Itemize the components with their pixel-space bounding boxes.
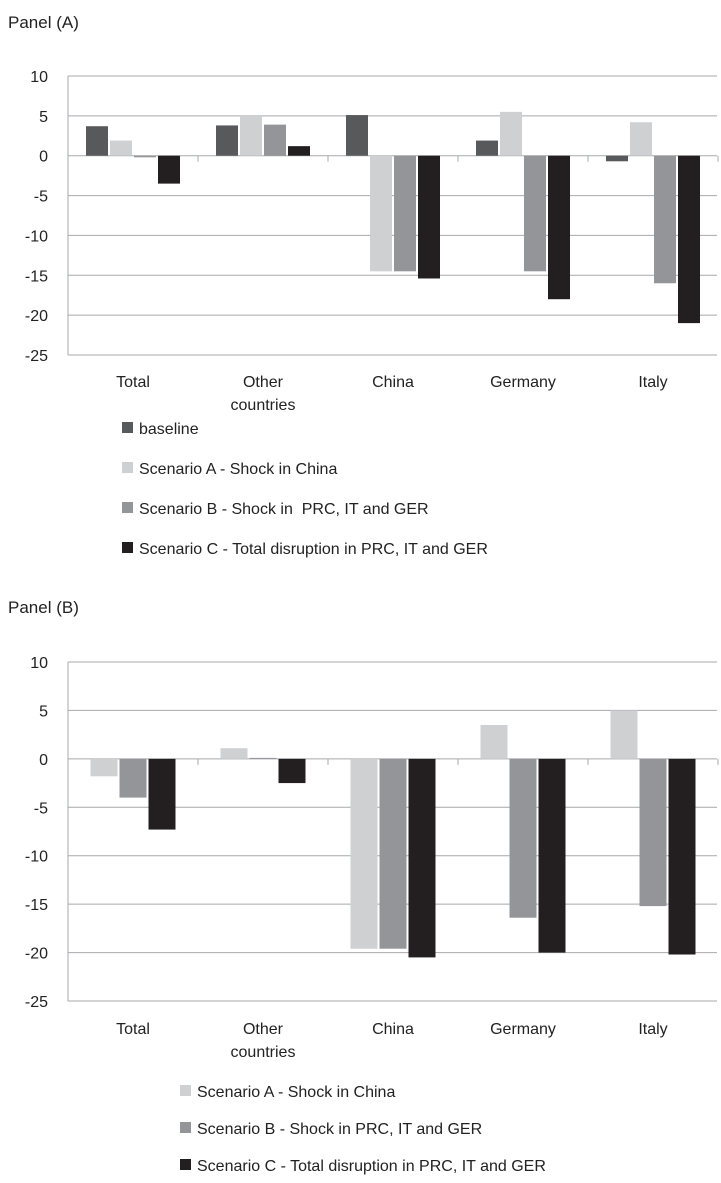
bar-3-3 — [394, 155, 416, 272]
x-category-label: Other countries — [231, 374, 296, 414]
bar-1-4 — [476, 140, 498, 156]
legend-swatch — [122, 542, 133, 553]
bar-3-2 — [264, 124, 286, 156]
chart-panel-b: Panel (B) 10 5 0 -5 -10 -15 -20 -25 Total Other cou… — [8, 598, 719, 1175]
chart-title: Panel (A) — [8, 13, 79, 32]
bar-1-4 — [480, 724, 508, 759]
x-category-label: Italy — [638, 374, 667, 391]
bar-4-3 — [418, 155, 440, 279]
x-category-label: Germany — [490, 374, 556, 391]
y-tick-label: -5 — [34, 189, 48, 206]
bar-1-3 — [346, 115, 368, 156]
bar-3-3 — [408, 758, 436, 958]
legend-swatch — [122, 422, 133, 433]
legend-label: Scenario B - Shock in PRC, IT and GER — [139, 501, 429, 518]
bar-1-3 — [350, 758, 378, 949]
y-tick-label: -25 — [25, 348, 48, 365]
bar-1-2 — [220, 748, 248, 759]
chart-panel-a: Panel (A) 10 5 0 -5 -10 -15 -20 -25 Total Other cou… — [8, 13, 719, 558]
legend-swatch — [180, 1122, 191, 1133]
y-tick-label: 0 — [39, 149, 48, 166]
bar-4-2 — [288, 146, 310, 156]
y-tick-label: -10 — [25, 849, 48, 866]
bar-2-5 — [630, 122, 652, 156]
bar-2-2 — [249, 757, 277, 759]
bar-3-2 — [278, 758, 306, 784]
y-tick-label: -20 — [25, 308, 48, 325]
bar-4-5 — [678, 155, 700, 324]
legend-swatch — [122, 502, 133, 513]
x-category-label: China — [372, 1021, 414, 1038]
y-tick-label: 5 — [39, 109, 48, 126]
legend-label: Scenario C - Total disruption in PRC, IT… — [139, 541, 488, 558]
y-tick-label: 10 — [30, 69, 48, 86]
y-tick-label: 0 — [39, 752, 48, 769]
legend-swatch — [122, 462, 133, 473]
bar-2-4 — [509, 758, 537, 918]
bar-4-4 — [548, 155, 570, 300]
y-tick-label: -15 — [25, 897, 48, 914]
bar-2-3 — [370, 155, 392, 272]
bar-1-1 — [86, 126, 108, 156]
x-category-label: Germany — [490, 1021, 556, 1038]
x-category-label: China — [372, 374, 414, 391]
bar-1-5 — [606, 155, 628, 162]
x-category-label: Total — [116, 374, 150, 391]
y-tick-label: 5 — [39, 703, 48, 720]
chart-title: Panel (B) — [8, 598, 79, 617]
x-category-label: Italy — [638, 1021, 667, 1038]
legend-label: Scenario B - Shock in PRC, IT and GER — [197, 1121, 482, 1138]
bar-3-1 — [134, 155, 156, 158]
legend-label: baseline — [139, 421, 199, 438]
bar-1-1 — [90, 758, 118, 777]
bar-1-5 — [610, 710, 638, 759]
bar-2-1 — [110, 140, 132, 156]
y-tick-label: -5 — [34, 800, 48, 817]
bar-1-2 — [216, 125, 238, 156]
bar-3-5 — [654, 155, 676, 284]
bar-2-2 — [240, 115, 262, 156]
legend-label: Scenario A - Shock in China — [139, 461, 337, 478]
legend-swatch — [180, 1159, 191, 1170]
y-tick-label: 10 — [30, 655, 48, 672]
y-tick-label: -20 — [25, 946, 48, 963]
bar-2-5 — [639, 758, 667, 907]
bar-4-1 — [158, 155, 180, 184]
x-category-label: Other countries — [231, 1021, 296, 1061]
bar-3-4 — [538, 758, 566, 953]
y-tick-label: -25 — [25, 994, 48, 1011]
bar-3-5 — [668, 758, 696, 955]
legend-swatch — [180, 1085, 191, 1096]
legend-label: Scenario A - Shock in China — [197, 1084, 395, 1101]
bar-2-1 — [119, 758, 147, 798]
y-tick-label: -15 — [25, 268, 48, 285]
legend-label: Scenario C - Total disruption in PRC, IT… — [197, 1158, 546, 1175]
bar-2-3 — [379, 758, 407, 949]
y-tick-label: -10 — [25, 228, 48, 245]
bar-2-4 — [500, 111, 522, 156]
x-category-label: Total — [116, 1021, 150, 1038]
bar-3-4 — [524, 155, 546, 272]
bar-3-1 — [148, 758, 176, 830]
